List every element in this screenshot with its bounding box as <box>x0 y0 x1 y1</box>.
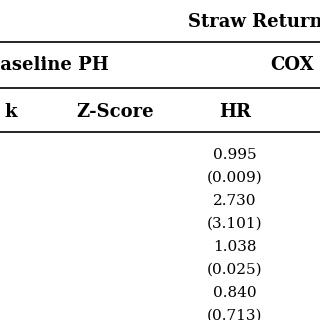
Text: Straw Return: Straw Return <box>188 13 320 31</box>
Text: 0.840: 0.840 <box>213 286 257 300</box>
Text: k: k <box>4 103 17 121</box>
Text: HR: HR <box>219 103 251 121</box>
Text: (0.713): (0.713) <box>207 309 263 320</box>
Text: (0.025): (0.025) <box>207 263 263 277</box>
Text: (3.101): (3.101) <box>207 217 263 231</box>
Text: COX: COX <box>270 56 314 74</box>
Text: (0.009): (0.009) <box>207 171 263 185</box>
Text: 1.038: 1.038 <box>213 240 257 254</box>
Text: 0.995: 0.995 <box>213 148 257 162</box>
Text: Baseline PH: Baseline PH <box>0 56 109 74</box>
Text: Z-Score: Z-Score <box>76 103 154 121</box>
Text: 2.730: 2.730 <box>213 194 257 208</box>
